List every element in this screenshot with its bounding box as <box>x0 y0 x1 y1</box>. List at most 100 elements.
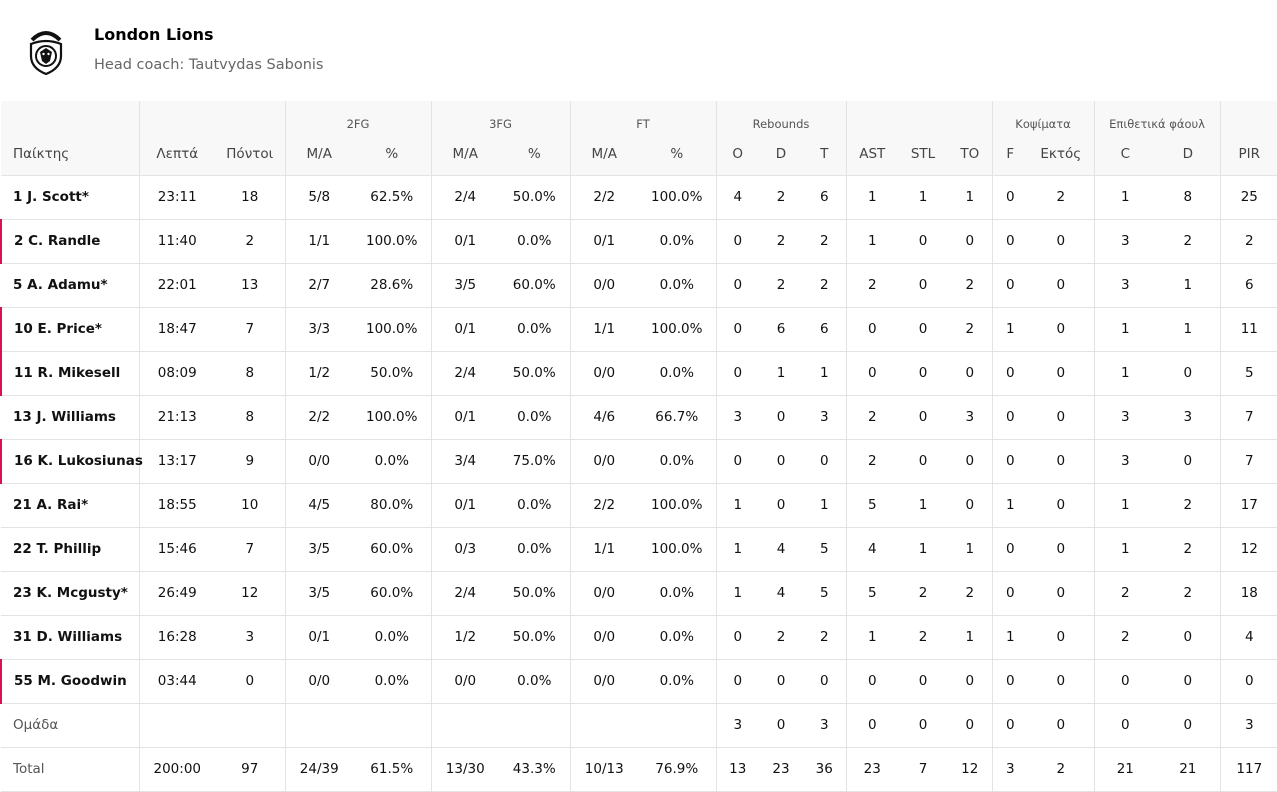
stat-ft-ma: 4/6 <box>569 395 638 440</box>
stat-foul-d: 2 <box>1156 527 1221 572</box>
stat-points: 10 <box>215 483 285 528</box>
stat-3fg-ma: 0/1 <box>430 307 499 352</box>
stat-points: 7 <box>215 307 285 352</box>
stat-pir: 2 <box>1219 219 1277 264</box>
stat-2fg-ma: 3/5 <box>284 527 353 572</box>
player-name[interactable]: 55 M. Goodwin <box>0 659 139 704</box>
stat-blk-f: 1 <box>991 615 1029 660</box>
stat-to: 1 <box>948 175 993 220</box>
stat-ft-ma: 0/1 <box>569 219 638 264</box>
stat-reb-o: 0 <box>715 219 759 264</box>
player-name[interactable]: 10 E. Price* <box>0 307 139 352</box>
col-header-reb-d[interactable]: D <box>759 134 803 176</box>
stat-minutes: 03:44 <box>138 659 215 704</box>
col-header-ft-ma[interactable]: M/A <box>569 134 638 176</box>
stat-3fg-pct: 0.0% <box>499 307 570 352</box>
stat-ft-pct: 100.0% <box>638 527 716 572</box>
stat-to: 2 <box>948 263 993 308</box>
stat-foul-d: 0 <box>1156 351 1221 396</box>
col-header-stl[interactable]: STL <box>898 134 949 176</box>
stat-minutes: 23:11 <box>138 175 215 220</box>
stat-foul-c: 3 <box>1093 439 1157 484</box>
col-header-2fg-ma[interactable]: M/A <box>284 134 353 176</box>
stat-blk-against: 2 <box>1028 175 1095 220</box>
stat-foul-d: 1 <box>1156 307 1221 352</box>
group-header-empty <box>1 101 139 134</box>
col-header-pir[interactable]: PIR <box>1219 134 1277 176</box>
stat-ast: 1 <box>845 615 899 660</box>
player-name[interactable]: 13 J. Williams <box>1 395 139 440</box>
stat-ast: 5 <box>845 483 899 528</box>
player-name[interactable]: 11 R. Mikesell <box>0 351 139 396</box>
stat-blk-f: 0 <box>991 439 1029 484</box>
col-header-ft-pct[interactable]: % <box>638 134 716 176</box>
stat-minutes: 13:17 <box>138 439 215 484</box>
stat-ast: 0 <box>845 703 899 748</box>
stat-reb-o: 0 <box>715 351 759 396</box>
player-name[interactable]: 21 A. Rai* <box>1 483 139 528</box>
stat-reb-o: 0 <box>715 659 759 704</box>
stat-points: 12 <box>215 571 285 616</box>
col-header-player[interactable]: Παίκτης <box>1 134 139 176</box>
stat-reb-d: 2 <box>759 263 803 308</box>
col-header-reb-o[interactable]: O <box>715 134 759 176</box>
col-header-3fg-ma[interactable]: M/A <box>430 134 499 176</box>
stat-3fg-pct: 60.0% <box>499 263 570 308</box>
player-name[interactable]: 31 D. Williams <box>1 615 139 660</box>
team-name[interactable]: London Lions <box>94 25 214 44</box>
stat-3fg-pct: 0.0% <box>499 395 570 440</box>
col-header-to[interactable]: TO <box>948 134 993 176</box>
col-header-blk-against[interactable]: Εκτός <box>1028 134 1095 176</box>
stat-blk-against: 0 <box>1028 263 1095 308</box>
player-name[interactable]: 23 K. Mcgusty* <box>1 571 139 616</box>
stat-ft-pct: 0.0% <box>638 219 716 264</box>
col-header-reb-t[interactable]: T <box>803 134 847 176</box>
group-header-row: 2FG 3FG FT Rebounds Κοψίματα Επιθετικά φ… <box>1 101 1277 134</box>
stat-reb-d: 2 <box>759 175 803 220</box>
stat-minutes: 11:40 <box>138 219 215 264</box>
stat-2fg-ma: 0/1 <box>284 615 353 660</box>
group-header-blocks: Κοψίματα <box>991 101 1095 134</box>
stat-3fg-pct: 50.0% <box>499 175 570 220</box>
group-header-2fg: 2FG <box>284 101 431 134</box>
col-header-points[interactable]: Πόντοι <box>215 134 285 176</box>
stat-3fg-ma: 0/0 <box>430 659 499 704</box>
col-header-foul-d[interactable]: D <box>1156 134 1221 176</box>
col-header-foul-c[interactable]: C <box>1093 134 1157 176</box>
col-header-ast[interactable]: AST <box>845 134 899 176</box>
stat-stl: 0 <box>898 395 949 440</box>
player-name[interactable]: 2 C. Randle <box>0 219 139 264</box>
stat-minutes: 22:01 <box>138 263 215 308</box>
stat-foul-c: 0 <box>1093 659 1157 704</box>
player-row: 22 T. Phillip 15:46 7 3/5 60.0% 0/3 0.0% 1/1 100… <box>1 527 1277 572</box>
col-header-blk-f[interactable]: F <box>991 134 1029 176</box>
stat-to: 0 <box>948 439 993 484</box>
stat-3fg-ma: 1/2 <box>430 615 499 660</box>
stat-minutes: 16:28 <box>138 615 215 660</box>
player-rows: 1 J. Scott* 23:11 18 5/8 62.5% 2/4 50.0% 2/2 100… <box>0 175 1277 792</box>
stat-reb-d: 23 <box>759 747 803 792</box>
stat-ft-pct: 66.7% <box>638 395 716 440</box>
player-row: 21 A. Rai* 18:55 10 4/5 80.0% 0/1 0.0% 2/2 100.0… <box>1 483 1277 528</box>
stat-blk-f: 0 <box>991 395 1029 440</box>
stat-reb-o: 0 <box>715 263 759 308</box>
player-name[interactable]: 1 J. Scott* <box>1 175 139 220</box>
col-header-2fg-pct[interactable]: % <box>353 134 431 176</box>
col-header-minutes[interactable]: Λεπτά <box>138 134 215 176</box>
player-name[interactable]: 5 A. Adamu* <box>1 263 139 308</box>
stat-reb-t: 3 <box>803 395 847 440</box>
stat-ft-ma: 0/0 <box>569 659 638 704</box>
stat-points: 18 <box>215 175 285 220</box>
stat-to: 0 <box>948 483 993 528</box>
stat-pir: 7 <box>1219 395 1277 440</box>
stat-foul-d: 2 <box>1156 219 1221 264</box>
stat-to: 3 <box>948 395 993 440</box>
stat-reb-d: 4 <box>759 527 803 572</box>
player-name[interactable]: 16 K. Lukosiunas <box>0 439 143 484</box>
stat-blk-against: 0 <box>1028 307 1095 352</box>
stat-ast: 2 <box>845 263 899 308</box>
player-name[interactable]: 22 T. Phillip <box>1 527 139 572</box>
stat-ft-ma <box>569 703 638 748</box>
col-header-3fg-pct[interactable]: % <box>499 134 570 176</box>
stat-stl: 7 <box>898 747 949 792</box>
